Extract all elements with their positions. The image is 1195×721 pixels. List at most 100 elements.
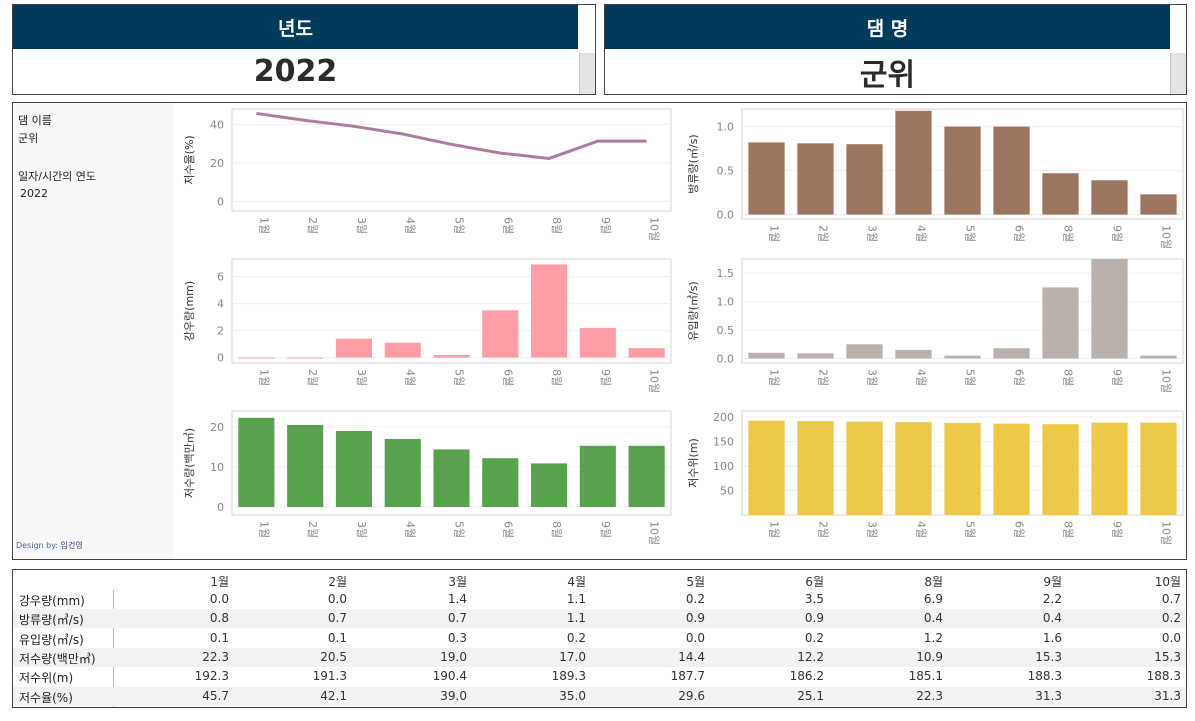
table-cell: 0.2 <box>566 630 586 645</box>
table-cell: 39.0 <box>440 688 467 703</box>
dashboard-panel: 댐 이름 군위 일자/시간의 연도 2022 Design by: 임건영 0 2… <box>12 102 1187 560</box>
storage-bar <box>287 425 324 507</box>
storage_rate-xtick: 4월 <box>404 217 417 234</box>
rainfall-xtick: 2월 <box>306 369 319 386</box>
storage_rate-xtick: 1월 <box>257 217 270 234</box>
table-cell: 15.3 <box>1154 649 1181 664</box>
inflow-bar <box>797 353 834 359</box>
storage-xtick: 4월 <box>404 521 417 538</box>
table-cell: 12.2 <box>797 649 824 664</box>
rainfall-bar <box>579 327 616 358</box>
table-col-header: 8월 <box>924 575 943 589</box>
table-cell: 25.1 <box>797 688 824 703</box>
storage-xtick: 5월 <box>453 521 466 538</box>
rainfall-ylabel: 강우량(mm) <box>183 281 196 341</box>
table-row-label: 저수량(백만㎥) <box>19 651 96 666</box>
table-cell: 0.2 <box>804 630 824 645</box>
dam-filter-value[interactable]: 군위 <box>859 57 916 93</box>
level-bar <box>797 421 834 515</box>
year-filter[interactable]: 년도 2022 <box>12 4 596 95</box>
dam-filter-scrollbar[interactable] <box>1170 53 1186 94</box>
storage_rate-xtick: 2월 <box>306 217 319 234</box>
discharge-bar <box>797 143 834 215</box>
dam-name-value[interactable]: 군위 <box>18 132 39 145</box>
table-col-header: 4월 <box>567 575 586 589</box>
discharge-xtick: 10월 <box>1160 225 1173 249</box>
discharge-bar <box>895 110 932 215</box>
discharge-bar <box>1042 173 1079 215</box>
level-bar <box>1042 424 1079 515</box>
inflow-xtick: 2월 <box>817 369 830 386</box>
table-cell: 188.3 <box>1146 669 1181 684</box>
inflow-bar <box>846 344 883 359</box>
inflow-bar <box>993 348 1030 359</box>
storage_rate-xtick: 6월 <box>501 217 514 234</box>
rainfall-xtick: 3월 <box>355 369 368 386</box>
table-cell: 0.1 <box>209 630 229 645</box>
storage-xtick: 9월 <box>599 521 612 538</box>
level-xtick: 5월 <box>964 521 977 538</box>
table-cell: 15.3 <box>1035 649 1062 664</box>
level-bar <box>895 422 932 515</box>
storage-xtick: 3월 <box>355 521 368 538</box>
inflow-bar <box>1140 355 1177 359</box>
year-filter-scrollbar[interactable] <box>579 53 595 94</box>
discharge-xtick: 1월 <box>768 225 781 242</box>
storage_rate-series-line <box>256 111 647 160</box>
inflow-bar <box>748 352 785 359</box>
level-ytick: 100 <box>713 460 734 473</box>
table-cell: 31.3 <box>1035 688 1062 703</box>
storage-xtick: 2월 <box>306 521 319 538</box>
rainfall-bar <box>287 357 324 359</box>
inflow-bar <box>1042 287 1079 359</box>
table-cell: 190.4 <box>432 669 467 684</box>
rainfall-xtick: 5월 <box>453 369 466 386</box>
storage_rate-xtick: 10월 <box>648 217 661 241</box>
rainfall-xtick: 9월 <box>599 369 612 386</box>
table-col-header: 2월 <box>328 575 347 589</box>
storage-bar <box>531 463 568 507</box>
storage-bar <box>579 445 616 507</box>
discharge-xtick: 3월 <box>866 225 879 242</box>
table-cell: 2.2 <box>1042 592 1062 606</box>
table-cell: 0.3 <box>447 630 467 645</box>
credit-name: 임건영 <box>60 541 83 550</box>
rainfall-ytick: 4 <box>217 298 224 311</box>
inflow-xtick: 4월 <box>915 369 928 386</box>
table-cell: 1.2 <box>923 630 943 645</box>
rainfall-xtick: 8월 <box>550 369 563 386</box>
table-row: 저수량(백만㎥) 22.3 20.5 19.0 17.0 14.4 12.2 10.9 15.3… <box>13 647 1186 667</box>
dam-filter[interactable]: 댐 명 군위 <box>604 4 1187 95</box>
table-cell: 22.3 <box>916 688 943 703</box>
table-cell: 0.0 <box>685 630 705 645</box>
year-value[interactable]: 2022 <box>20 187 48 200</box>
discharge-xtick: 9월 <box>1111 225 1124 242</box>
table-cell: 189.3 <box>551 669 586 684</box>
table-cell: 42.1 <box>320 688 347 703</box>
table-cell: 1.4 <box>447 592 467 606</box>
table-row: 강우량(mm) 0.0 0.0 1.4 1.1 0.2 3.5 6.9 2.2 0.7 <box>13 590 1186 609</box>
table-cell: 0.8 <box>209 611 229 626</box>
storage_rate-ytick: 0 <box>217 195 224 208</box>
table-cell: 0.1 <box>327 630 347 645</box>
discharge-xtick: 5월 <box>964 225 977 242</box>
level-bar <box>944 422 981 515</box>
table-cell: 20.5 <box>320 649 347 664</box>
table-cell: 45.7 <box>202 688 229 703</box>
table-row: 유입량(㎥/s) 0.1 0.1 0.3 0.2 0.0 0.2 1.2 1.6 0.0 <box>13 629 1186 648</box>
table-col-header: 1월 <box>210 575 229 589</box>
year-filter-value[interactable]: 2022 <box>253 54 338 89</box>
storage-ytick: 0 <box>217 501 224 514</box>
table-row-label: 방류량(㎥/s) <box>19 613 84 628</box>
table-cell: 29.6 <box>678 688 705 703</box>
table-cell: 1.1 <box>566 592 586 606</box>
data-table: 1월 2월 3월 4월 5월 6월 8월 9월 10월 강우량(mm) 0.0 0.0 1.4 1.1 0.… <box>12 569 1187 708</box>
storage_rate-xtick: 8월 <box>550 217 563 234</box>
inflow-xtick: 9월 <box>1111 369 1124 386</box>
rainfall-xtick: 6월 <box>501 369 514 386</box>
discharge-bar <box>1091 180 1128 215</box>
level-xtick: 4월 <box>915 521 928 538</box>
year-filter-header: 년도 <box>13 5 578 49</box>
rainfall-bar <box>482 310 519 358</box>
table-cell: 14.4 <box>678 649 705 664</box>
